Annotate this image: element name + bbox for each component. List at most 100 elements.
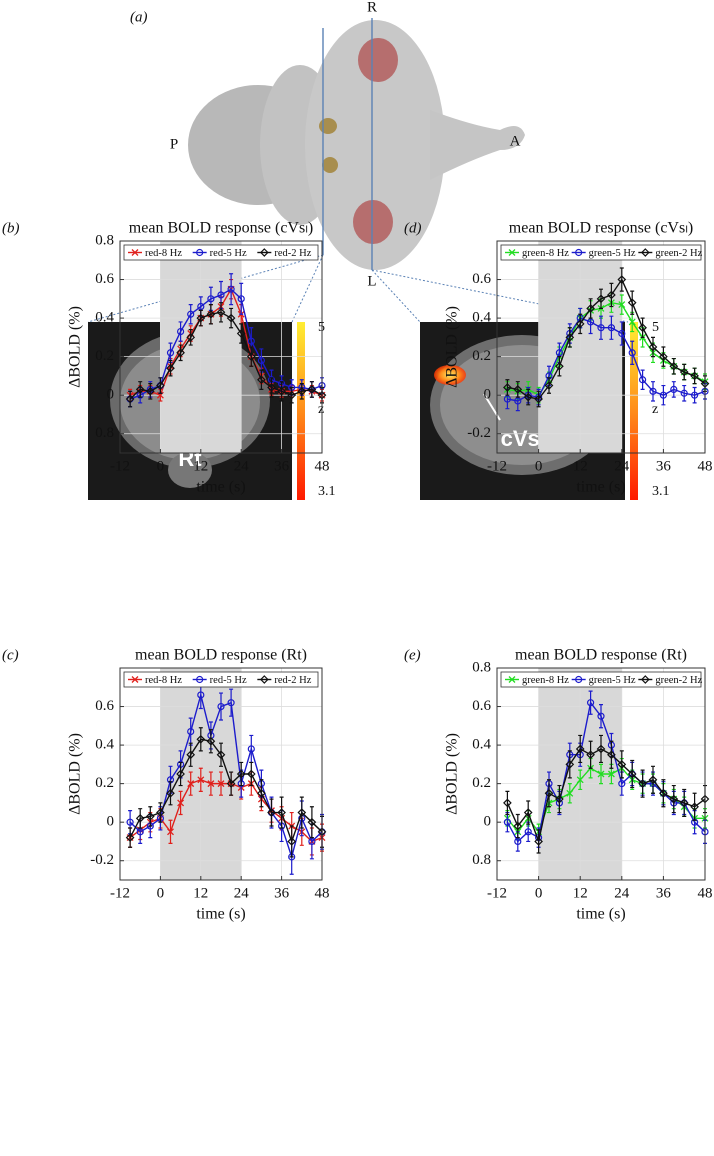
marker	[690, 391, 699, 399]
marker	[197, 302, 205, 311]
legend: green-8 Hz green-5 Hz green-2 Hz	[500, 671, 703, 688]
y-tick-label: 0.2	[95, 348, 114, 364]
marker	[597, 712, 605, 720]
y-tick-label: -0.2	[90, 852, 114, 868]
error-bar	[588, 690, 593, 715]
error-bar	[299, 383, 304, 400]
error-bar	[239, 323, 244, 344]
legend-box	[123, 244, 319, 261]
error-bar	[239, 282, 244, 315]
marker	[307, 385, 317, 394]
marker	[617, 275, 627, 284]
legend-label: green-8 Hz	[522, 675, 569, 686]
error-bar	[229, 307, 234, 329]
x-tick-label: 36	[656, 458, 672, 474]
error-bar	[208, 729, 213, 754]
error-bar	[630, 290, 635, 315]
y-tick-label: 0.2	[472, 348, 491, 364]
marker	[503, 798, 512, 808]
panel-a: (a) R P A L	[87, 0, 670, 500]
y-tick-label: 0.8	[472, 659, 491, 675]
marker	[596, 294, 606, 304]
marker	[227, 699, 235, 707]
error-bar	[229, 771, 234, 796]
colorbar-max: 5	[652, 320, 659, 335]
plot-frame	[496, 667, 706, 881]
marker	[267, 383, 276, 392]
legend-label: green-2 Hz	[655, 675, 702, 686]
chart-title: mean BOLD response (cVsₗ)	[129, 220, 313, 237]
orient-label: P	[170, 136, 178, 152]
marker	[166, 363, 175, 373]
series-line	[507, 317, 706, 402]
marker	[206, 736, 216, 746]
error-bar	[178, 344, 183, 362]
chart: -12 0 12 24 36 48 -0.2 0 0.2 0.4 0.6 red-8 Hz red-5 …	[2, 647, 330, 923]
plot-frame	[119, 240, 323, 454]
error-bar	[219, 692, 223, 721]
marker	[156, 808, 165, 817]
y-tick-label: 0.4	[95, 737, 114, 753]
x-tick-label: 12	[193, 458, 208, 474]
legend-marker	[196, 675, 204, 684]
marker	[669, 361, 679, 371]
error-bar	[567, 327, 572, 348]
x-tick-label: 12	[573, 885, 588, 901]
marker	[607, 770, 615, 778]
chart-title: mean BOLD response (cVsₗ)	[509, 220, 693, 237]
marker	[690, 371, 699, 381]
marker	[607, 324, 616, 332]
error-bar	[279, 796, 284, 829]
marker	[297, 386, 307, 396]
x-tick-label: -12	[110, 885, 130, 901]
x-tick-label: 48	[698, 885, 713, 901]
marker	[607, 290, 616, 300]
error-bar	[619, 267, 624, 292]
error-bar	[692, 792, 697, 821]
annotation: cVsₗ	[501, 426, 544, 451]
error-bar	[148, 806, 153, 827]
error-bar	[651, 336, 655, 358]
error-bar	[269, 798, 274, 827]
marker	[628, 349, 636, 357]
error-bar	[208, 304, 213, 325]
marker	[226, 313, 236, 323]
error-bar	[557, 784, 562, 814]
marker	[196, 313, 206, 323]
error-bar	[178, 761, 183, 787]
error-bar	[158, 802, 163, 823]
marker	[628, 318, 636, 326]
legend: red-8 Hz red-5 Hz red-2 Hz	[123, 671, 319, 688]
error-bar	[609, 740, 614, 769]
y-tick-label: 0	[484, 387, 492, 403]
legend-label: green-2 Hz	[655, 248, 702, 259]
x-tick-label: 0	[535, 458, 543, 474]
error-bar	[682, 384, 687, 402]
x-axis-label: time (s)	[196, 479, 245, 496]
error-bar	[671, 784, 676, 814]
x-tick-label: 24	[614, 885, 630, 901]
marker	[618, 329, 626, 338]
marker	[297, 808, 307, 817]
error-bar	[599, 734, 603, 764]
error-bar	[630, 340, 635, 365]
marker	[659, 788, 668, 798]
marker	[669, 794, 679, 804]
x-tick-label: -12	[487, 458, 507, 474]
error-bar	[168, 781, 173, 806]
error-bar	[651, 765, 655, 794]
error-bar	[609, 282, 614, 308]
marker	[287, 837, 297, 846]
error-bar	[682, 788, 687, 817]
y-tick-label: -0.2	[467, 425, 491, 441]
y-axis-label: ΔBOLD (%)	[444, 733, 461, 815]
error-bar	[289, 386, 294, 404]
legend-label: green-5 Hz	[589, 248, 636, 259]
legend-label: red-8 Hz	[145, 675, 182, 686]
error-bar	[128, 827, 133, 848]
error-bar	[588, 298, 593, 319]
marker	[523, 808, 533, 817]
y-tick-label: 0.6	[95, 271, 114, 287]
y-axis-label: ΔBOLD (%)	[444, 306, 461, 388]
